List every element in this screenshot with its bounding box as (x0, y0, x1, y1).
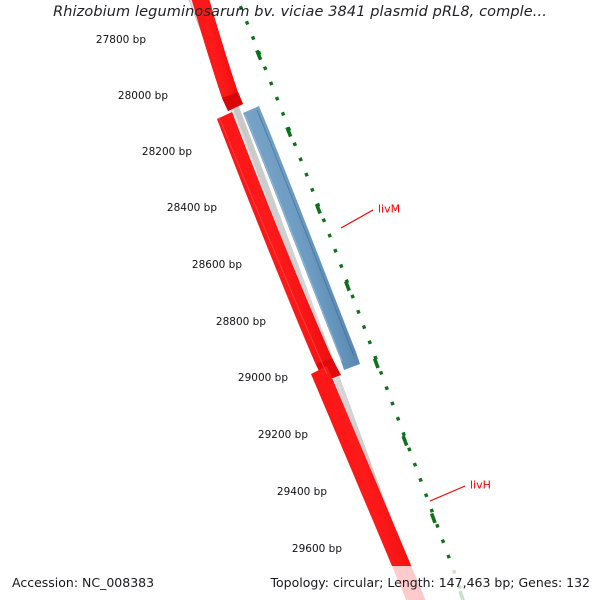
feature-arrow-upstream-gene[interactable] (180, 0, 243, 111)
leader-line-livM (340, 209, 374, 229)
feature-label-livH[interactable]: livH (470, 478, 491, 492)
feature-label-livM[interactable]: livM (378, 202, 401, 216)
feature-arrow-livM[interactable] (243, 106, 360, 370)
leader-line-livH (429, 485, 466, 502)
accession-status: Accession: NC_008383 (12, 575, 155, 590)
feature-arrow-livH[interactable] (217, 112, 438, 600)
genome-summary-status: Topology: circular; Length: 147,463 bp; … (270, 575, 591, 590)
ruler-tick-arc (234, 0, 467, 600)
status-bar: Accession: NC_008383 Topology: circular;… (0, 566, 600, 600)
